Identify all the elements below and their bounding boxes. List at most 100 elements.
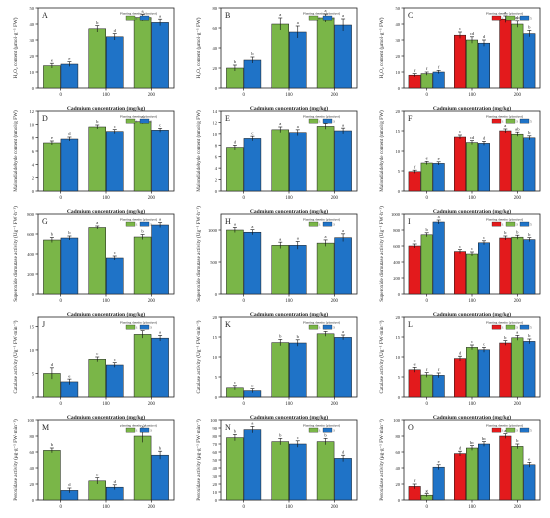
y-tick-label: 40 bbox=[213, 46, 218, 51]
bar bbox=[511, 236, 524, 295]
y-tick-label: 40 bbox=[30, 466, 35, 471]
significance-label: d bbox=[459, 445, 462, 450]
y-axis-label: Peroxidase activity (μg·g⁻¹ FW·min⁻¹) bbox=[195, 419, 202, 501]
significance-label: b bbox=[504, 230, 507, 235]
significance-label: f bbox=[414, 478, 416, 483]
legend-swatch bbox=[125, 15, 136, 21]
y-tick-label: 20 bbox=[30, 54, 35, 59]
legend-title: Planting density (plant/pot) bbox=[303, 321, 340, 325]
x-axis-label: Cadmium concentration (mg/kg) bbox=[250, 208, 328, 215]
x-axis-label: Cadmium concentration (mg/kg) bbox=[433, 105, 511, 112]
bar bbox=[88, 359, 106, 398]
significance-label: b bbox=[141, 229, 144, 234]
y-tick-label: 100 bbox=[210, 418, 218, 423]
y-tick-label: 4 bbox=[32, 162, 35, 167]
significance-label: b bbox=[96, 20, 99, 25]
significance-label: a bbox=[96, 220, 98, 225]
bar bbox=[511, 23, 524, 89]
x-tick-label: 0 bbox=[425, 93, 428, 98]
significance-label: e bbox=[438, 459, 440, 464]
x-tick-label: 200 bbox=[148, 402, 156, 407]
panel-letter: J bbox=[42, 320, 45, 329]
bar bbox=[511, 133, 524, 192]
y-tick-label: 10 bbox=[396, 70, 401, 75]
significance-label: d bbox=[114, 479, 117, 484]
legend: Planting density (plant/pot)1 3 bbox=[120, 12, 157, 21]
significance-label: d bbox=[483, 34, 486, 39]
bar bbox=[243, 59, 262, 89]
y-tick-label: 10 bbox=[30, 70, 35, 75]
panel-B: B 0 20 40 60 80 H₂O₂ content (μmol·g⁻¹ FW) 0 b b 1… bbox=[195, 6, 358, 112]
y-tick-label: 400 bbox=[27, 252, 35, 257]
legend-label: 3 bbox=[516, 120, 518, 124]
legend-label: 5 bbox=[530, 429, 532, 433]
significance-label: b bbox=[516, 229, 519, 234]
legend-label: 1 bbox=[136, 223, 138, 227]
bar bbox=[420, 234, 433, 295]
legend-swatch bbox=[308, 324, 319, 330]
legend-swatch bbox=[519, 221, 530, 227]
y-axis-label: Catalase activity (Ug⁻¹ FW·min⁻¹) bbox=[195, 320, 202, 393]
significance-label: c bbox=[234, 380, 236, 385]
y-axis-label: Superoxide dismutase activity (Ug⁻¹ FW·h… bbox=[378, 206, 385, 302]
y-tick-label: 8 bbox=[215, 143, 218, 148]
legend-label: 5 bbox=[530, 326, 532, 330]
panel-letter: K bbox=[225, 320, 231, 329]
legend-label: 1 bbox=[502, 17, 504, 21]
bar bbox=[334, 24, 352, 89]
legend-label: 1 bbox=[502, 429, 504, 433]
bar bbox=[478, 143, 490, 192]
bar bbox=[499, 130, 512, 192]
y-tick-label: 200 bbox=[27, 272, 35, 277]
bar bbox=[271, 441, 289, 501]
legend-swatch bbox=[491, 15, 502, 21]
panel-letter: A bbox=[42, 11, 48, 20]
significance-label: e bbox=[51, 135, 53, 140]
legend-label: 3 bbox=[333, 326, 335, 330]
significance-label: b bbox=[279, 433, 282, 438]
legend-swatch bbox=[491, 221, 502, 227]
panel-letter: O bbox=[408, 423, 414, 432]
x-tick-label: 0 bbox=[59, 402, 62, 407]
legend-swatch bbox=[505, 15, 516, 21]
significance-label: a bbox=[342, 13, 344, 18]
x-tick-label: 100 bbox=[102, 196, 110, 201]
significance-label: e bbox=[528, 457, 530, 462]
legend-title: Planting density (plant/pot) bbox=[486, 424, 523, 428]
significance-label: a bbox=[297, 236, 299, 241]
y-tick-label: 80 bbox=[396, 434, 401, 439]
significance-label: c bbox=[96, 351, 98, 356]
bar bbox=[523, 341, 536, 398]
significance-label: a bbox=[251, 224, 253, 229]
bar bbox=[151, 454, 169, 501]
significance-label: c bbox=[114, 124, 116, 129]
y-tick-label: 200 bbox=[393, 276, 401, 281]
bar bbox=[334, 130, 352, 192]
bar bbox=[408, 171, 421, 192]
y-tick-label: 8 bbox=[32, 136, 35, 141]
y-tick-label: 0 bbox=[215, 395, 218, 400]
y-tick-label: 6 bbox=[215, 155, 218, 160]
legend-label: 3 bbox=[150, 17, 152, 21]
x-tick-label: 0 bbox=[425, 299, 428, 304]
y-tick-label: 60 bbox=[213, 450, 218, 455]
significance-label: c bbox=[251, 130, 253, 135]
significance-label: f bbox=[426, 66, 428, 71]
panel-letter: H bbox=[225, 217, 231, 226]
legend-label: 1 bbox=[319, 429, 321, 433]
legend-title: Planting density (plant/pot) bbox=[120, 321, 157, 325]
y-tick-label: 6 bbox=[32, 149, 35, 154]
y-tick-label: 70 bbox=[213, 442, 218, 447]
significance-label: c bbox=[471, 339, 473, 344]
legend-swatch bbox=[139, 221, 150, 227]
legend-label: 1 bbox=[502, 326, 504, 330]
bar bbox=[408, 74, 421, 89]
y-tick-label: 30 bbox=[30, 38, 35, 43]
legend-swatch bbox=[139, 118, 150, 124]
significance-label: b bbox=[51, 232, 54, 237]
y-tick-label: 10 bbox=[30, 122, 35, 127]
legend-swatch bbox=[308, 221, 319, 227]
y-tick-label: 80 bbox=[213, 434, 218, 439]
